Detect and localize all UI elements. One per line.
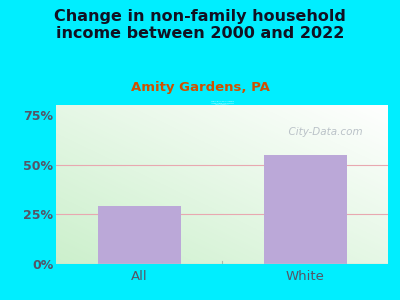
Title: Change in non-family household
income between 2000 and 2022
Amity Gardens, PA: Change in non-family household income be… [210, 101, 234, 105]
Text: Change in non-family household
income between 2000 and 2022: Change in non-family household income be… [54, 9, 346, 41]
Bar [264, 155, 346, 264]
Text: City-Data.com: City-Data.com [282, 127, 362, 137]
Text: Amity Gardens, PA: Amity Gardens, PA [130, 81, 270, 94]
Bar [98, 206, 180, 264]
